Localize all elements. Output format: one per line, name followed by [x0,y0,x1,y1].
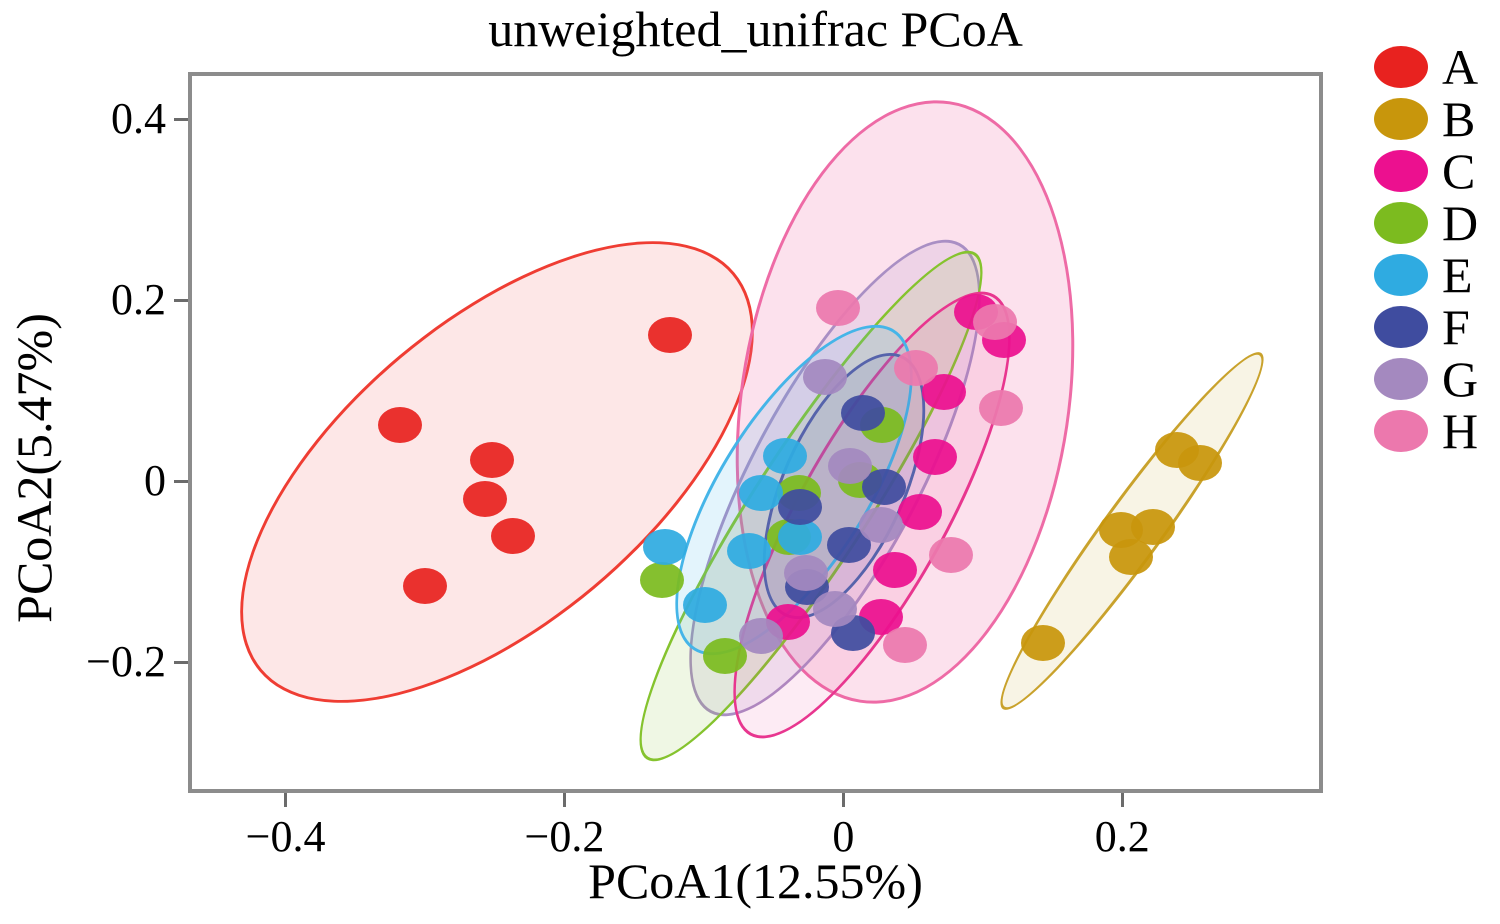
x-tick-label: −0.2 [524,812,605,861]
data-point-B [1178,444,1223,481]
legend-label: E [1442,247,1473,303]
data-point-H [882,626,927,663]
y-tick-mark [174,480,188,484]
legend-swatch-icon [1374,306,1428,348]
legend-item-C: C [1374,143,1478,199]
y-tick-label: 0.2 [111,274,166,324]
data-point-A [648,317,693,354]
data-point-E [739,474,784,511]
data-point-H [928,537,973,574]
data-point-E [726,533,771,570]
data-point-F [778,489,823,526]
data-point-H [815,290,860,327]
legend-swatch-icon [1374,254,1428,296]
x-tick-label: 0 [832,812,855,861]
y-tick-label: 0 [144,455,166,505]
legend-label: A [1442,39,1479,95]
legend-label: D [1442,195,1479,251]
data-point-G [739,618,784,655]
legend-item-F: F [1374,299,1478,355]
data-point-H [973,303,1018,340]
data-point-G [803,358,848,395]
data-point-E [762,438,807,475]
legend-label: G [1442,351,1479,407]
data-point-D [702,638,747,675]
legend-item-G: G [1374,351,1479,407]
data-point-C [913,439,958,476]
data-point-E [683,586,728,623]
data-point-B [1020,624,1065,661]
data-point-H [893,349,938,386]
data-point-B [1108,538,1153,575]
legend-swatch-icon [1374,98,1428,140]
data-point-A [462,480,507,517]
data-point-F [861,469,906,506]
legend-item-H: H [1374,403,1479,459]
y-tick-mark [174,118,188,122]
legend-label: C [1442,143,1476,199]
y-tick-mark [174,661,188,665]
chart-title: unweighted_unifrac PCoA [488,1,1023,57]
legend-swatch-icon [1374,150,1428,192]
y-tick-mark [174,299,188,303]
data-point-D [640,561,685,598]
x-tick-mark [1120,793,1124,807]
legend-swatch-icon [1374,202,1428,244]
x-tick-mark [841,793,845,807]
x-axis-label: PCoA1(12.55%) [588,853,923,909]
x-tick-mark [562,793,566,807]
legend-swatch-icon [1374,410,1428,452]
data-point-G [858,507,903,544]
data-point-A [469,442,514,479]
data-point-E [642,528,687,565]
legend-item-B: B [1374,91,1478,147]
data-point-G [812,591,857,628]
data-point-F [840,395,885,432]
legend-item-E: E [1374,247,1478,303]
x-tick-label: 0.2 [1094,812,1150,861]
legend-label: H [1442,403,1479,459]
data-point-C [898,493,943,530]
data-point-A [490,518,535,555]
x-tick-label: −0.4 [245,812,326,861]
data-point-G [783,555,828,592]
legend-swatch-icon [1374,358,1428,400]
x-tick-mark [284,793,288,807]
plot-area [192,76,1319,789]
legend-label: F [1442,299,1470,355]
y-tick-label: 0.4 [111,93,166,143]
data-point-G [828,448,873,485]
legend-swatch-icon [1374,46,1428,88]
data-point-A [377,406,422,443]
data-point-H [978,389,1023,426]
legend-item-A: A [1374,39,1479,95]
data-point-C [872,551,917,588]
legend-label: B [1442,91,1476,147]
y-tick-label: −0.2 [86,636,166,686]
legend-item-D: D [1374,195,1479,251]
data-point-A [403,567,448,604]
plot-frame [188,72,1323,793]
